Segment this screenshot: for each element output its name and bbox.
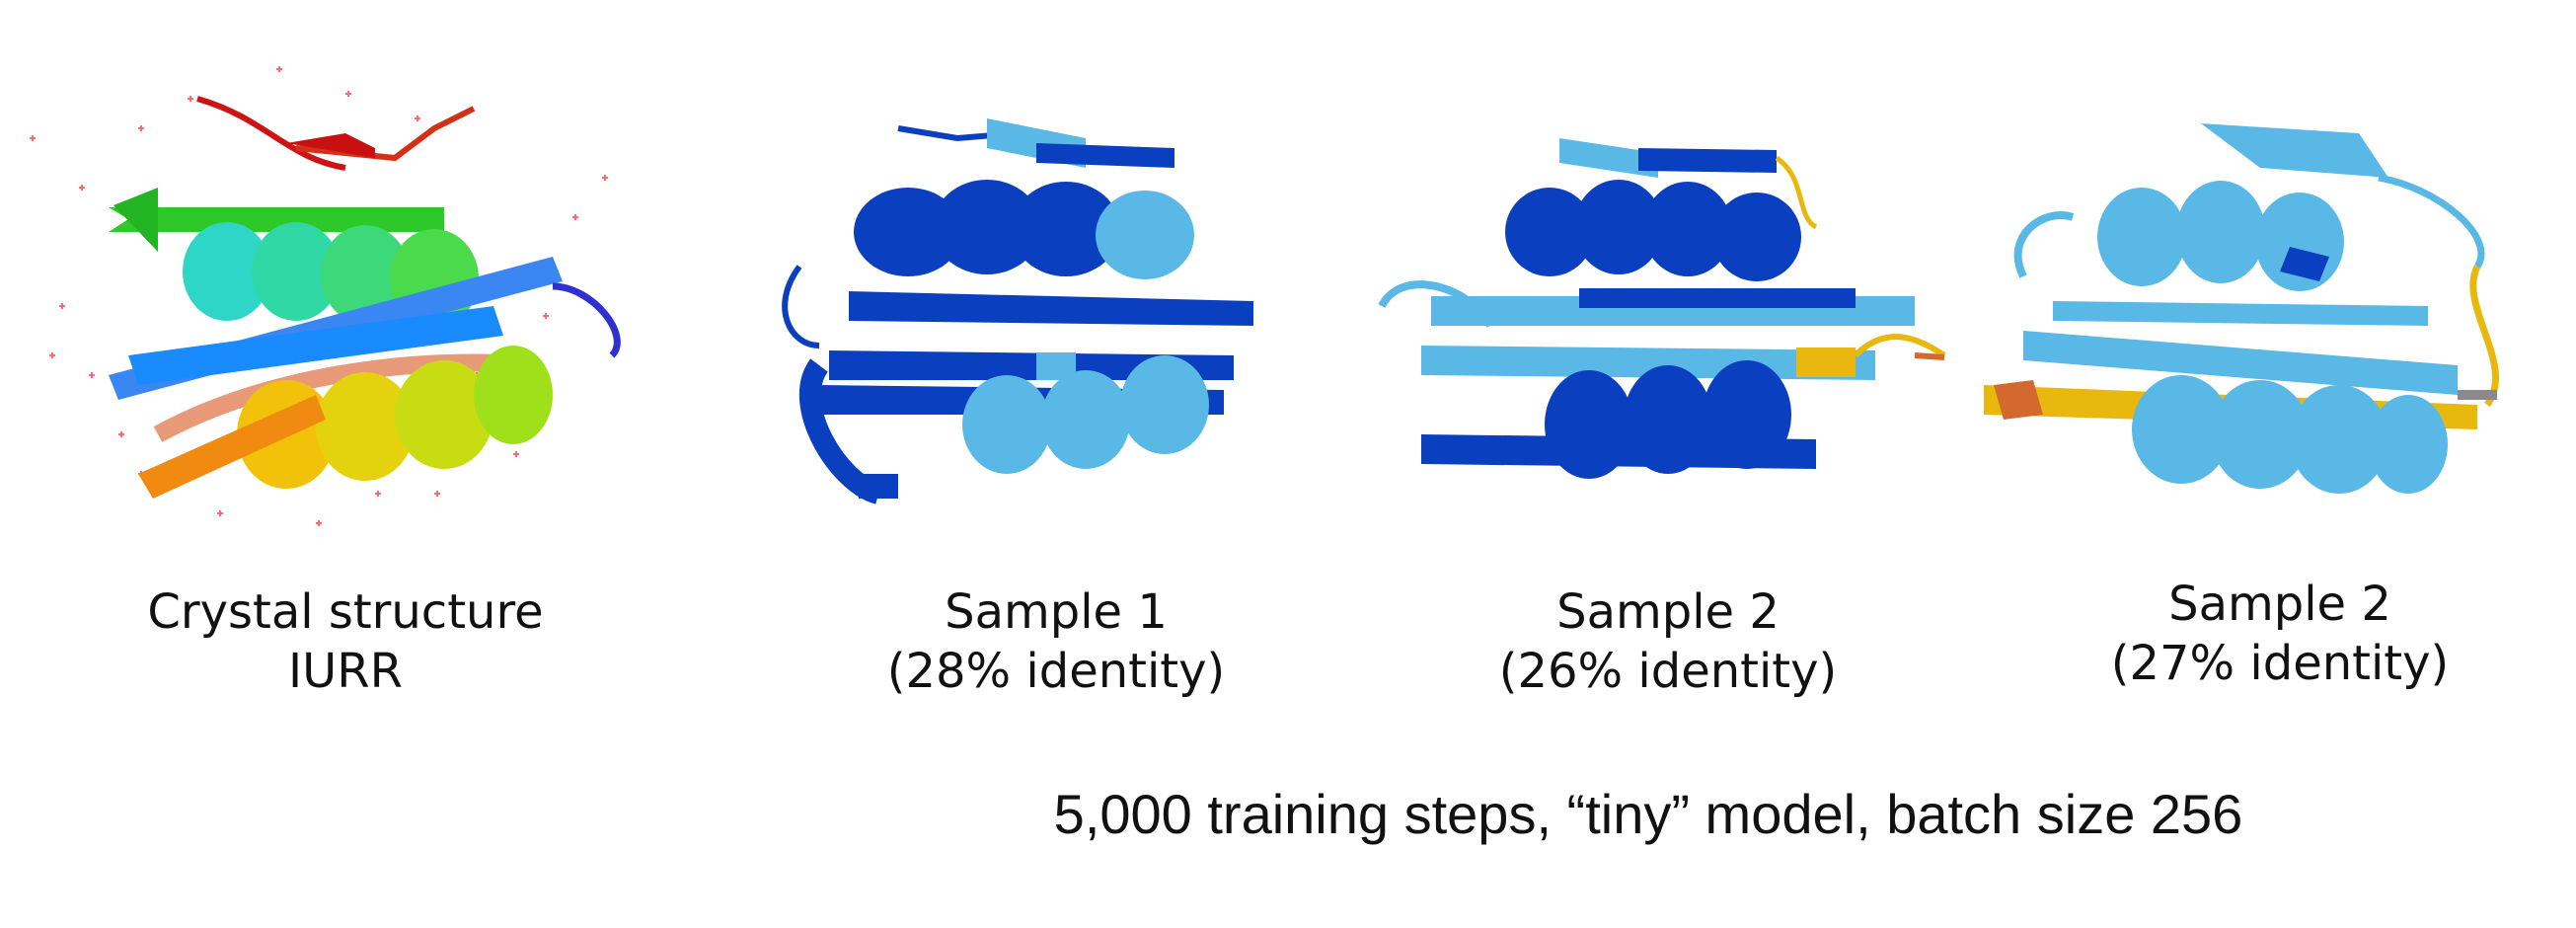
caption-subtitle: (26% identity) (1498, 644, 1838, 699)
crystal-structure-ribbon-image (20, 59, 651, 553)
caption-subtitle: IURR (288, 644, 403, 699)
caption-sample-1: Sample 1 (28% identity) (809, 582, 1303, 701)
caption-subtitle: (28% identity) (886, 644, 1226, 699)
caption-title: Sample 2 (1556, 584, 1780, 640)
caption-subtitle: (27% identity) (2110, 636, 2450, 691)
sample-1-ribbon-image (760, 118, 1273, 513)
training-settings-footer: 5,000 training steps, “tiny” model, batc… (1053, 783, 2243, 845)
crystal-structure-ribbon-icon (30, 66, 621, 526)
caption-title: Sample 1 (945, 584, 1168, 640)
sample-1-ribbon-icon (782, 118, 1253, 504)
caption-sample-3: Sample 2 (27% identity) (2033, 575, 2527, 693)
sample-3-ribbon-icon (1984, 123, 2500, 494)
caption-sample-2: Sample 2 (26% identity) (1421, 582, 1915, 701)
caption-crystal-structure: Crystal structure IURR (89, 582, 602, 701)
sample-2-ribbon-icon (1378, 138, 1946, 479)
sample-3-ribbon-image (1964, 109, 2517, 523)
sample-2-ribbon-image (1362, 138, 1954, 494)
caption-title: Sample 2 (2168, 577, 2391, 632)
caption-title: Crystal structure (147, 584, 544, 640)
